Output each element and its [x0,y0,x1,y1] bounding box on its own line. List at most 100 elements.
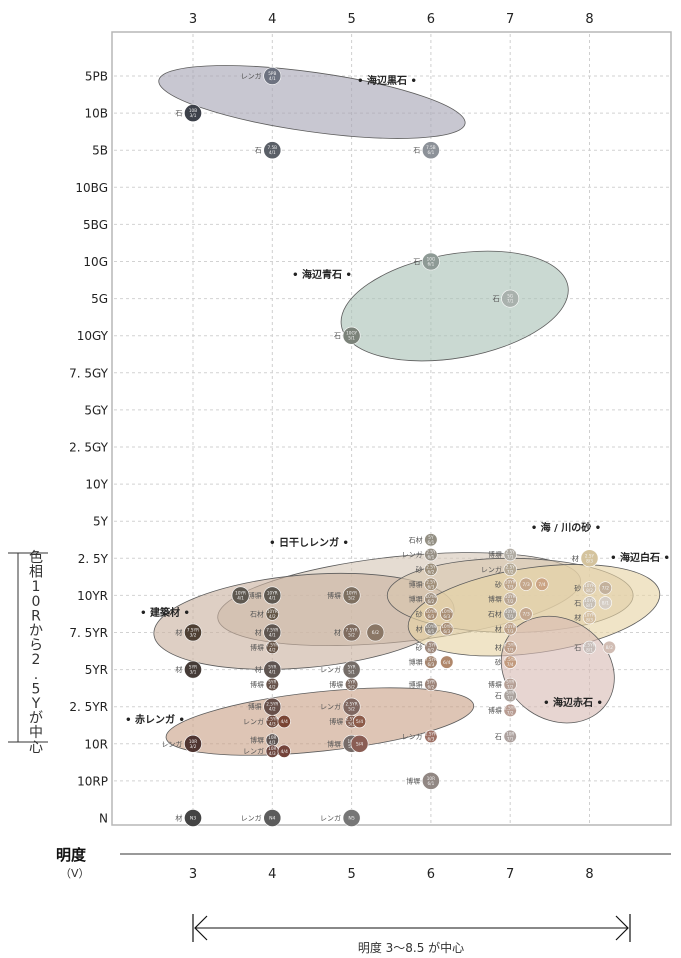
point-label: 砂 [495,580,502,589]
point-label: 材 [574,613,581,622]
point-code: 5YR [268,679,276,684]
point-label: 博塀 [488,680,502,689]
point-label: 石材 [488,609,502,618]
group-label: • 日干しレンガ • [269,536,349,549]
point-code: 2.5Y [426,550,436,555]
x-tick-bottom: 3 [189,867,197,882]
point-code: 8/1 [602,600,609,606]
point-code: 5/2 [348,684,355,689]
point-label: 石 [334,332,341,340]
point-label: 博塀 [248,702,262,711]
point-code: 10YR [505,624,516,629]
point-code: 4/3 [269,722,276,727]
point-code: 3/1 [190,670,197,675]
point-code: 10G [427,257,436,262]
y-tick: 5YR [85,663,108,677]
point-code: 4/1 [269,150,276,155]
point-label: 石 [574,599,581,607]
point-code: 10GY [346,331,357,336]
point-code: 2.5Y [506,550,516,555]
point-code: 7.5YR [266,642,278,647]
point-label: 博塀 [409,680,423,689]
point-label: 砂 [495,658,502,667]
point-code: 10YR [505,609,516,614]
point-label: 石材 [409,535,423,544]
point-code: N5 [348,816,354,822]
point-code: 4/4 [280,749,287,755]
point-code: 4/2 [269,707,276,712]
point-label: レンガ [161,739,182,748]
y-axis-title: 色相 1 0 R から 2. 5 Y が中心 [8,549,48,756]
point-code: 7/4 [507,662,514,667]
point-label: レンガ [481,565,502,574]
point-code: 10YR [267,609,278,614]
point-code: 5YR [348,665,356,670]
point-code: 7/1 [507,614,514,619]
data-point: 6/4 [440,655,454,669]
y-tick: 10B [84,107,108,121]
y-tick: 7. 5YR [69,626,108,640]
point-code: 3/2 [190,633,197,638]
data-point: N5 レンガ [320,809,361,827]
data-point: 4/4 [277,714,291,729]
point-label: 博塀 [409,580,423,589]
point-code: 7/2 [507,569,514,574]
point-label: レンガ [241,72,262,81]
y-tick: 10R [84,737,108,751]
point-label: 砂 [416,609,423,618]
point-label: レンガ [402,550,423,559]
point-code: 2.5Y [426,579,436,584]
point-label: 砂 [416,643,423,652]
data-point: 4/4 [277,744,291,758]
point-code: 2.5YR [266,702,278,707]
point-label: 博塀 [488,595,502,604]
point-code: 7/1 [507,299,514,304]
point-code: 6/3 [428,662,435,667]
point-code: 6/2 [428,647,435,652]
data-point: 5/4 [350,734,369,753]
data-point: N4 レンガ [241,809,282,827]
data-point: 5G7/1 石 [493,289,520,308]
point-label: レンガ [402,732,423,741]
group-label: • 海辺白石 • [610,551,670,564]
point-code: 10YR [426,594,437,599]
group-label: • 海辺黒石 • [357,74,417,87]
x-axis-label: 明度 [56,846,87,864]
point-code: 10YR [505,594,516,599]
y-tick: 10G [83,255,108,269]
y-tick: 2. 5Y [78,552,109,566]
x-tick-bottom: 5 [347,867,355,882]
x-tick-top: 5 [347,12,355,27]
point-code: N4 [269,816,275,822]
point-code: 4/1 [269,633,276,638]
point-label: 石 [574,644,581,652]
point-code: 2.5Y [506,564,516,569]
point-label: 博塀 [250,680,264,689]
group-label: • 海 / 川の砂 • [531,521,601,534]
point-code: 5Y [428,535,434,540]
point-label: 博塀 [327,591,341,600]
point-code: N3 [190,816,196,822]
data-point: 7.5B4/1 石 [255,141,282,160]
point-code: 2.5YR [266,717,278,722]
point-code: 2.5YR [425,731,437,736]
data-point: 2.5Y6/1 レンガ [402,547,438,562]
data-point: 5Y6/1 石材 [409,533,438,547]
point-code: 6/2 [372,630,379,636]
point-code: 2.5Y [585,553,595,558]
point-label: 石 [413,258,420,266]
point-label: 砂 [574,583,581,592]
data-point: 2.5Y6/2 砂 [416,562,438,577]
y-tick: 10Y [85,478,108,492]
